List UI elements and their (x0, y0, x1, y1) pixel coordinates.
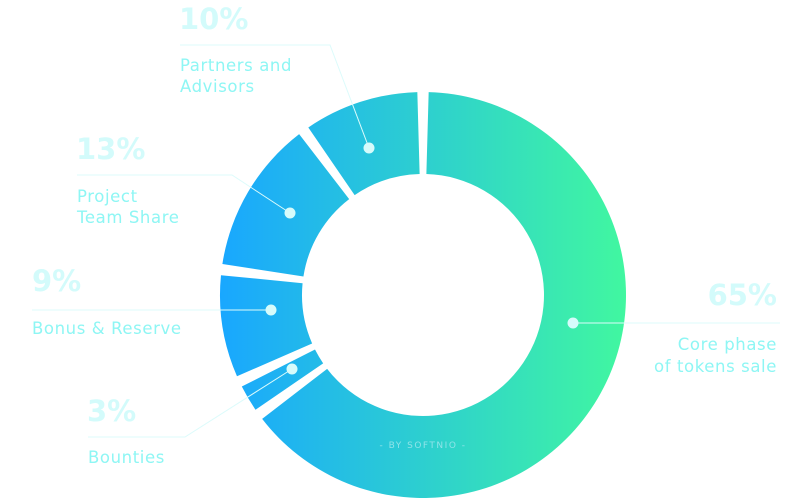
slice-bonus (220, 275, 313, 377)
slice-label-bonus: Bonus & Reserve (32, 319, 182, 338)
marker-dot-bonus (265, 304, 277, 316)
leader-line-bounties (88, 368, 293, 438)
slice-label-project-line1: Project (77, 187, 138, 206)
marker-dot-project (284, 207, 296, 219)
slice-label-core-line1: Core phase (678, 335, 777, 354)
watermark: - BY SOFTNIO - (379, 441, 466, 451)
leader-line-project (77, 174, 291, 214)
percent-label-core: 65% (708, 278, 777, 312)
marker-dot-bounties (286, 363, 298, 375)
slice-project (222, 134, 350, 277)
marker-dot-partners (363, 142, 375, 154)
slice-core (262, 92, 626, 498)
percent-label-bonus: 9% (32, 264, 81, 298)
slice-label-bounties: Bounties (88, 448, 165, 467)
slice-label-core-line2: of tokens sale (654, 357, 777, 376)
slice-bounties (241, 349, 324, 410)
percent-label-partners: 10% (179, 2, 248, 36)
slice-partners (308, 92, 420, 196)
slice-label-partners-line1: Partners and (180, 56, 292, 75)
percent-label-bounties: 3% (87, 394, 136, 428)
marker-dot-core (567, 317, 579, 329)
percent-label-project: 13% (76, 132, 145, 166)
slice-label-project-line2: Team Share (76, 208, 179, 227)
slice-label-partners-line2: Advisors (180, 77, 255, 96)
leader-line-partners (180, 44, 370, 149)
